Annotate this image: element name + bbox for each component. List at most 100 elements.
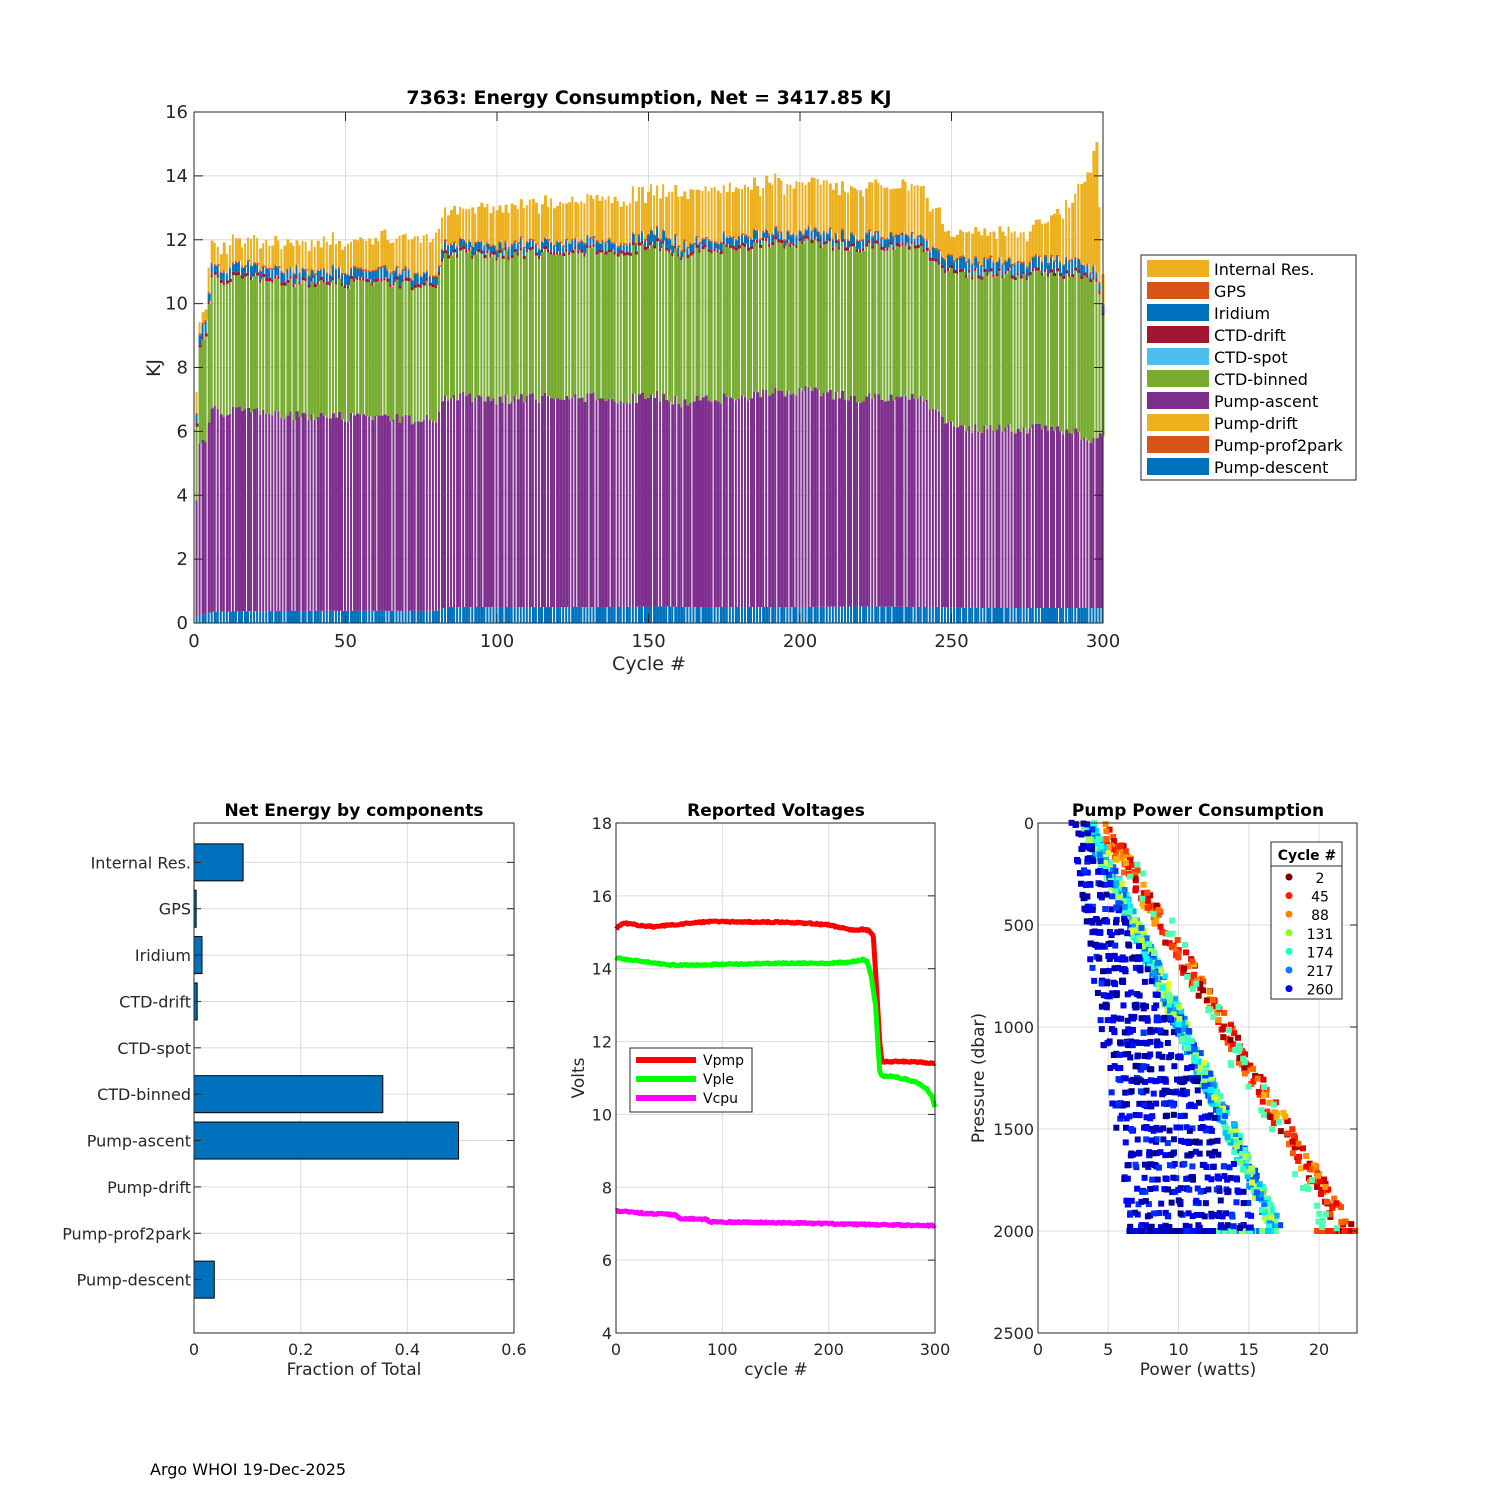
energy-bar-segment xyxy=(695,247,699,396)
energy-bar-segment xyxy=(474,243,478,252)
energy-bar-segment xyxy=(231,611,235,623)
energy-bar-segment xyxy=(1022,261,1025,263)
energy-bar-segment xyxy=(628,255,631,404)
energy-bar-segment xyxy=(628,252,632,256)
energy-bar-segment xyxy=(780,233,783,240)
energy-bar-segment xyxy=(265,278,269,282)
energy-bar-segment xyxy=(777,177,781,232)
energy-bar-segment xyxy=(431,277,435,285)
pump-point xyxy=(1136,1100,1143,1107)
energy-bar-segment xyxy=(283,245,287,273)
energy-bar-segment xyxy=(734,238,737,241)
energy-bar-segment xyxy=(262,243,265,266)
energy-xtick-label: 100 xyxy=(480,631,514,652)
energy-bar-segment xyxy=(777,242,781,391)
energy-bar-segment xyxy=(922,251,926,402)
pump-point xyxy=(1314,1183,1321,1190)
energy-bar-segment xyxy=(965,607,968,623)
energy-bar-segment xyxy=(365,281,369,416)
energy-bar-segment xyxy=(1007,258,1011,268)
energy-bar-segment xyxy=(280,611,283,623)
energy-bar-segment xyxy=(459,393,462,608)
energy-bar-segment xyxy=(628,403,631,607)
energy-bar-segment xyxy=(831,399,835,607)
pump-point xyxy=(1144,1223,1151,1230)
energy-bar-segment xyxy=(949,236,954,255)
energy-bar-segment xyxy=(210,274,213,278)
energy-bar-segment xyxy=(895,606,899,623)
energy-bar-segment xyxy=(650,394,653,607)
energy-bar-segment xyxy=(825,180,828,233)
pump-point xyxy=(1120,1002,1127,1009)
energy-bar-segment xyxy=(974,267,977,271)
energy-bar-segment xyxy=(589,195,593,237)
pump-point xyxy=(1173,1228,1180,1234)
energy-bar-segment xyxy=(340,285,344,420)
energy-bar-segment xyxy=(931,260,934,409)
energy-bar-segment xyxy=(607,196,610,239)
energy-bar-segment xyxy=(862,401,866,607)
energy-bar-segment xyxy=(498,607,502,623)
energy-bar-segment xyxy=(601,398,605,608)
energy-bar-segment xyxy=(247,611,250,623)
energy-bar-segment xyxy=(519,394,523,608)
pump-legend-marker xyxy=(1285,966,1293,974)
voltages-xtick-label: 200 xyxy=(813,1340,844,1359)
energy-bar-segment xyxy=(674,606,678,623)
energy-bar-segment xyxy=(1083,264,1086,267)
energy-bar-segment xyxy=(1092,607,1095,623)
energy-bar-segment xyxy=(507,248,510,258)
pump-point xyxy=(1141,1052,1148,1059)
pump-point xyxy=(1110,846,1117,853)
energy-bar-segment xyxy=(656,227,659,239)
energy-bar-segment xyxy=(683,399,687,608)
energy-bar-segment xyxy=(419,422,423,611)
components-xtick-label: 0.4 xyxy=(395,1340,420,1359)
energy-bar-segment xyxy=(307,275,311,277)
energy-bar-segment xyxy=(713,251,716,401)
energy-bar-segment xyxy=(1028,262,1031,272)
pump-point xyxy=(1111,838,1118,845)
energy-bar-segment xyxy=(465,395,469,608)
energy-bar-segment xyxy=(434,285,437,289)
energy-bar-segment xyxy=(1053,276,1057,431)
energy-bar-segment xyxy=(968,425,971,608)
pump-point xyxy=(1111,965,1118,972)
pump-point xyxy=(1176,1053,1183,1060)
energy-bar-segment xyxy=(1049,256,1053,270)
energy-bar-segment xyxy=(1046,264,1050,274)
energy-bar-segment xyxy=(222,282,225,286)
energy-bar-segment xyxy=(219,283,222,415)
pump-point xyxy=(1115,898,1122,905)
pump-point xyxy=(1104,1017,1111,1024)
energy-bar-segment xyxy=(777,607,780,623)
pump-point xyxy=(1123,1115,1130,1122)
energy-bar-segment xyxy=(1040,262,1043,273)
energy-bar-segment xyxy=(965,274,968,278)
pump-point xyxy=(1183,1124,1190,1131)
energy-bar-segment xyxy=(622,606,625,623)
energy-bar-segment xyxy=(240,410,244,612)
energy-bar-segment xyxy=(771,184,774,234)
pump-point xyxy=(1317,1228,1324,1234)
energy-bar-segment xyxy=(528,240,531,248)
energy-bar-segment xyxy=(543,607,547,623)
pump-point xyxy=(1194,1075,1201,1082)
energy-bar-segment xyxy=(204,321,207,334)
pump-point xyxy=(1227,1175,1234,1182)
energy-bar-segment xyxy=(292,284,295,288)
energy-bar-segment xyxy=(874,606,878,623)
energy-bar-segment xyxy=(765,237,768,242)
energy-bar-segment xyxy=(843,240,846,248)
pump-point xyxy=(1160,992,1167,999)
energy-bar-segment xyxy=(710,242,713,251)
pump-legend-marker xyxy=(1285,892,1293,900)
energy-bar-segment xyxy=(1062,265,1066,276)
voltages-ytick-label: 4 xyxy=(602,1324,612,1343)
energy-bar-segment xyxy=(495,249,499,252)
energy-bar-segment xyxy=(1028,274,1032,429)
pump-point xyxy=(1207,1092,1214,1099)
energy-bar-segment xyxy=(319,276,323,281)
